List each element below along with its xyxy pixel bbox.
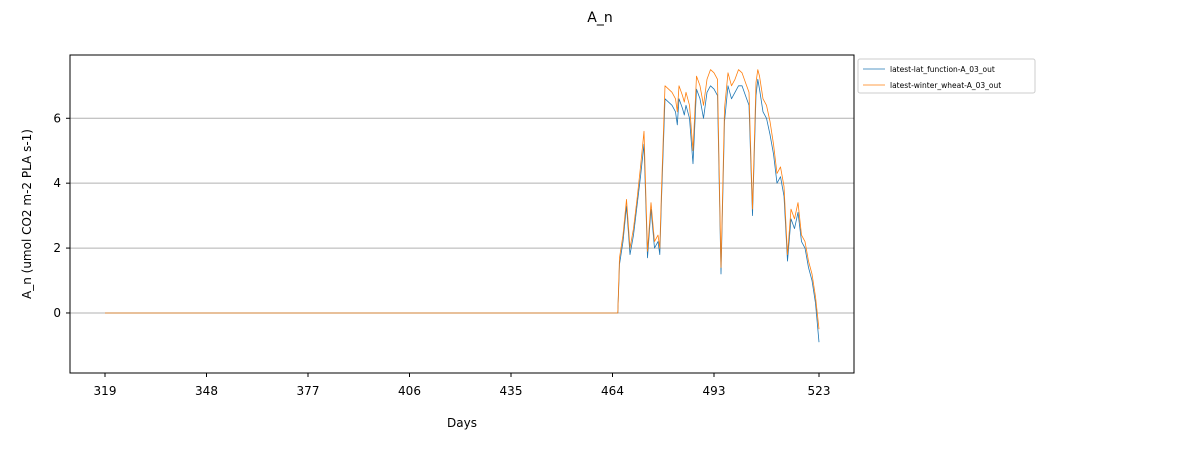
x-tick-label: 406 [398,384,421,398]
y-axis-title: A_n (umol CO2 m-2 PLA s-1) [20,129,34,299]
y-tick-label: 4 [53,176,61,190]
legend-label-lat-function: latest-lat_function-A_03_out [890,65,995,74]
legend: latest-lat_function-A_03_out latest-wint… [857,58,1036,94]
x-tick-label: 464 [601,384,624,398]
chart-title: A_n [587,10,612,26]
x-tick-label: 348 [195,384,218,398]
legend-label-winter-wheat: latest-winter_wheat-A_03_out [890,81,1001,90]
grid-layer [70,117,854,314]
x-tick-label: 377 [297,384,320,398]
series-line-1 [105,69,820,330]
series-line-0 [105,78,820,343]
x-tick-label: 319 [94,384,117,398]
y-tick-label: 2 [53,241,61,255]
y-tick-label: 0 [53,306,61,320]
legend-box [857,58,1036,94]
x-axis: 319 348 377 406 435 464 493 523 [94,373,831,398]
x-axis-title: Days [447,416,477,430]
x-tick-label: 435 [500,384,523,398]
y-axis: 0 2 4 6 [53,111,70,320]
y-tick-label: 6 [53,111,61,125]
x-tick-label: 523 [808,384,831,398]
x-tick-label: 493 [703,384,726,398]
plot-frame [69,54,855,374]
series-layer [105,69,820,343]
